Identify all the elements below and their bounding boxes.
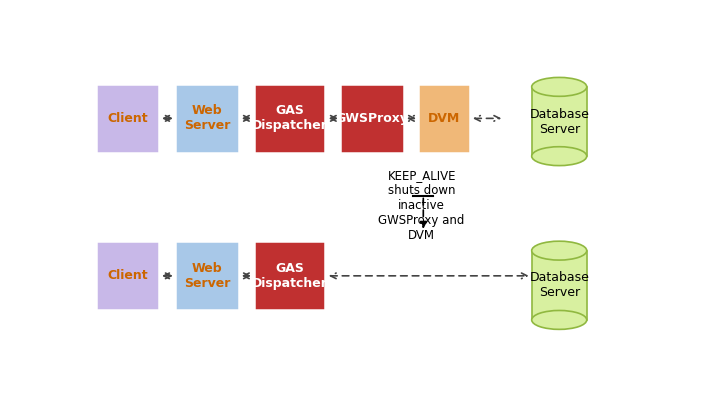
FancyBboxPatch shape <box>254 241 325 310</box>
Bar <box>532 87 586 156</box>
Text: GWSProxy: GWSProxy <box>336 112 409 125</box>
FancyBboxPatch shape <box>175 241 239 310</box>
Ellipse shape <box>532 241 586 260</box>
FancyBboxPatch shape <box>254 84 325 153</box>
Text: Client: Client <box>107 270 148 282</box>
Ellipse shape <box>532 77 586 97</box>
Text: Client: Client <box>107 112 148 125</box>
FancyBboxPatch shape <box>175 84 239 153</box>
FancyBboxPatch shape <box>341 84 404 153</box>
Text: Database
Server: Database Server <box>529 108 589 135</box>
Text: Web
Server: Web Server <box>184 262 230 290</box>
Text: KEEP_ALIVE
shuts down
inactive
GWSProxy and
DVM: KEEP_ALIVE shuts down inactive GWSProxy … <box>378 169 465 242</box>
Text: GAS
Dispatcher: GAS Dispatcher <box>251 104 327 133</box>
Text: DVM: DVM <box>427 112 460 125</box>
FancyBboxPatch shape <box>96 84 159 153</box>
FancyBboxPatch shape <box>417 84 470 153</box>
Text: GAS
Dispatcher: GAS Dispatcher <box>251 262 327 290</box>
FancyBboxPatch shape <box>96 241 159 310</box>
Bar <box>532 251 586 320</box>
Ellipse shape <box>532 310 586 329</box>
Text: Database
Server: Database Server <box>529 271 589 299</box>
Ellipse shape <box>532 147 586 166</box>
Text: Web
Server: Web Server <box>184 104 230 133</box>
